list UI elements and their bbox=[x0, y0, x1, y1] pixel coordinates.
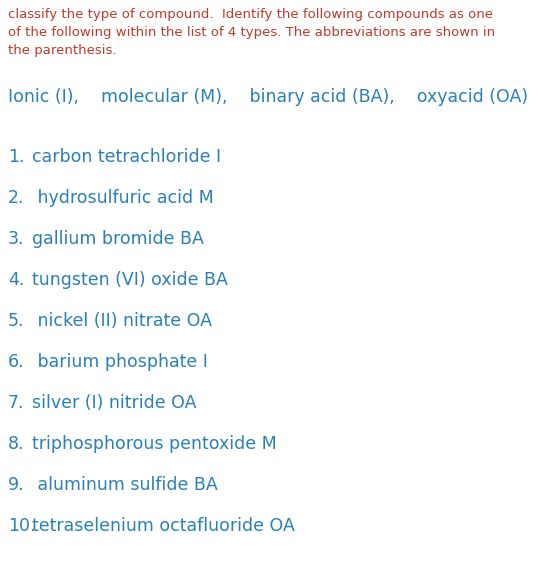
Text: Ionic (I),    molecular (M),    binary acid (BA),    oxyacid (OA): Ionic (I), molecular (M), binary acid (B… bbox=[8, 88, 528, 106]
Text: classify the type of compound.  Identify the following compounds as one
of the f: classify the type of compound. Identify … bbox=[8, 8, 495, 57]
Text: triphosphorous pentoxide M: triphosphorous pentoxide M bbox=[32, 435, 277, 453]
Text: carbon tetrachloride I: carbon tetrachloride I bbox=[32, 148, 221, 166]
Text: hydrosulfuric acid M: hydrosulfuric acid M bbox=[32, 189, 214, 207]
Text: 2.: 2. bbox=[8, 189, 25, 207]
Text: gallium bromide BA: gallium bromide BA bbox=[32, 230, 204, 248]
Text: tetraselenium octafluoride OA: tetraselenium octafluoride OA bbox=[32, 517, 295, 535]
Text: aluminum sulfide BA: aluminum sulfide BA bbox=[32, 476, 218, 494]
Text: 5.: 5. bbox=[8, 312, 25, 330]
Text: tungsten (VI) oxide BA: tungsten (VI) oxide BA bbox=[32, 271, 228, 289]
Text: barium phosphate I: barium phosphate I bbox=[32, 353, 208, 371]
Text: 8.: 8. bbox=[8, 435, 25, 453]
Text: 4.: 4. bbox=[8, 271, 25, 289]
Text: 7.: 7. bbox=[8, 394, 25, 412]
Text: 3.: 3. bbox=[8, 230, 25, 248]
Text: silver (I) nitride OA: silver (I) nitride OA bbox=[32, 394, 197, 412]
Text: 6.: 6. bbox=[8, 353, 25, 371]
Text: nickel (II) nitrate OA: nickel (II) nitrate OA bbox=[32, 312, 212, 330]
Text: 1.: 1. bbox=[8, 148, 25, 166]
Text: 9.: 9. bbox=[8, 476, 25, 494]
Text: 10.: 10. bbox=[8, 517, 35, 535]
